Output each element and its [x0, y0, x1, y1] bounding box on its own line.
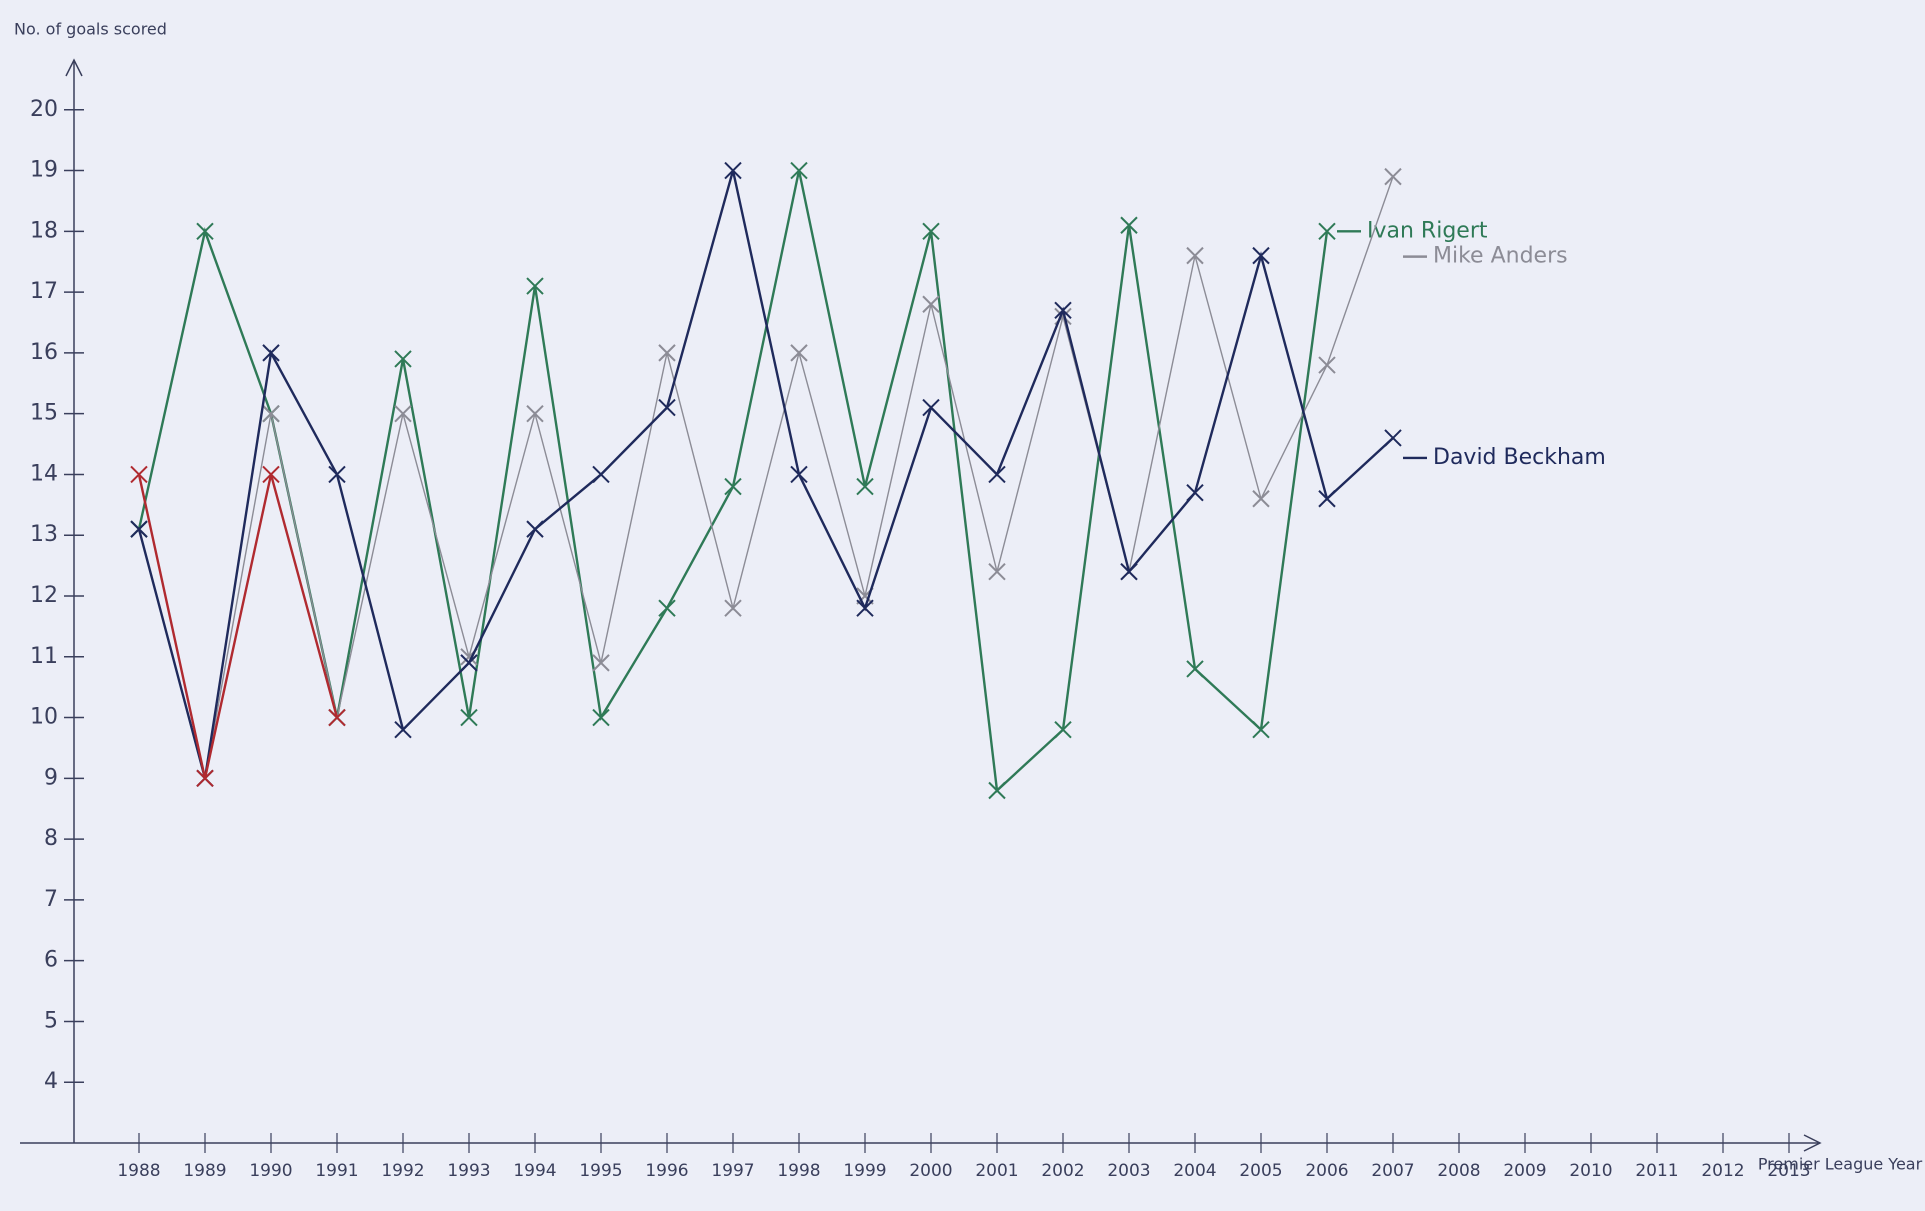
series-line: [139, 474, 337, 778]
point-marker: [329, 466, 345, 482]
x-tick-label: 1991: [315, 1161, 358, 1181]
point-marker: [1385, 169, 1401, 185]
point-marker: [989, 466, 1005, 482]
y-tick-label: 11: [30, 644, 58, 669]
y-tick-label: 20: [30, 97, 58, 122]
y-tick-label: 14: [30, 461, 58, 486]
x-tick-label: 2012: [1701, 1161, 1744, 1181]
series-line: [139, 171, 1393, 779]
y-axis-label: No. of goals scored: [14, 20, 167, 39]
x-tick-label: 2003: [1107, 1161, 1150, 1181]
chart: No. of goals scored Premier League Year …: [0, 0, 1925, 1211]
x-tick-label: 1989: [183, 1161, 226, 1181]
point-marker: [1187, 485, 1203, 501]
legend-label: Mike Anders: [1433, 244, 1568, 269]
point-marker: [659, 600, 675, 616]
point-marker: [1385, 430, 1401, 446]
series-line: [139, 171, 1327, 791]
x-tick-label: 2002: [1041, 1161, 1084, 1181]
x-tick-label: 1998: [777, 1161, 820, 1181]
y-tick-label: 10: [30, 705, 58, 730]
x-tick-label: 1988: [117, 1161, 160, 1181]
point-marker: [1121, 564, 1137, 580]
point-marker: [923, 296, 939, 312]
point-marker: [989, 564, 1005, 580]
y-tick-label: 18: [30, 218, 58, 243]
y-tick-label: 13: [30, 522, 58, 547]
y-tick-label: 6: [44, 948, 58, 973]
point-marker: [131, 521, 147, 537]
point-marker: [197, 223, 213, 239]
point-marker: [725, 600, 741, 616]
point-marker: [593, 466, 609, 482]
legend-label: Ivan Rigert: [1367, 218, 1488, 243]
x-tick-label: 1997: [711, 1161, 754, 1181]
y-tick-label: 9: [44, 765, 58, 790]
y-tick-label: 8: [44, 826, 58, 851]
point-marker: [527, 521, 543, 537]
x-tick-label: 2001: [975, 1161, 1018, 1181]
y-tick-label: 17: [30, 279, 58, 304]
y-tick-label: 4: [44, 1069, 58, 1094]
point-marker: [659, 400, 675, 416]
point-marker: [395, 722, 411, 738]
x-tick-label: 2006: [1305, 1161, 1348, 1181]
x-tick-label: 2008: [1437, 1161, 1480, 1181]
x-tick-label: 2005: [1239, 1161, 1282, 1181]
point-marker: [527, 406, 543, 422]
x-tick-label: 2007: [1371, 1161, 1414, 1181]
y-tick-label: 15: [30, 401, 58, 426]
x-tick-label: 1992: [381, 1161, 424, 1181]
x-tick-label: 2011: [1635, 1161, 1678, 1181]
point-marker: [395, 406, 411, 422]
legend-label: David Beckham: [1433, 445, 1606, 470]
x-tick-label: 1994: [513, 1161, 556, 1181]
x-tick-label: 2000: [909, 1161, 952, 1181]
x-tick-label: 1996: [645, 1161, 688, 1181]
point-marker: [593, 655, 609, 671]
point-marker: [1253, 248, 1269, 264]
point-marker: [659, 345, 675, 361]
x-tick-label: 2004: [1173, 1161, 1216, 1181]
x-tick-label: 2013: [1767, 1161, 1810, 1181]
x-tick-label: 1990: [249, 1161, 292, 1181]
point-marker: [1253, 491, 1269, 507]
point-marker: [1319, 357, 1335, 373]
point-marker: [857, 600, 873, 616]
x-tick-label: 2010: [1569, 1161, 1612, 1181]
point-marker: [791, 345, 807, 361]
y-tick-label: 12: [30, 583, 58, 608]
y-tick-label: 7: [44, 887, 58, 912]
x-tick-label: 2009: [1503, 1161, 1546, 1181]
y-tick-label: 19: [30, 158, 58, 183]
point-marker: [923, 400, 939, 416]
y-tick-label: 16: [30, 340, 58, 365]
x-tick-label: 1999: [843, 1161, 886, 1181]
point-marker: [1187, 248, 1203, 264]
x-tick-label: 1995: [579, 1161, 622, 1181]
y-tick-label: 5: [44, 1008, 58, 1033]
x-tick-label: 1993: [447, 1161, 490, 1181]
point-marker: [1319, 491, 1335, 507]
